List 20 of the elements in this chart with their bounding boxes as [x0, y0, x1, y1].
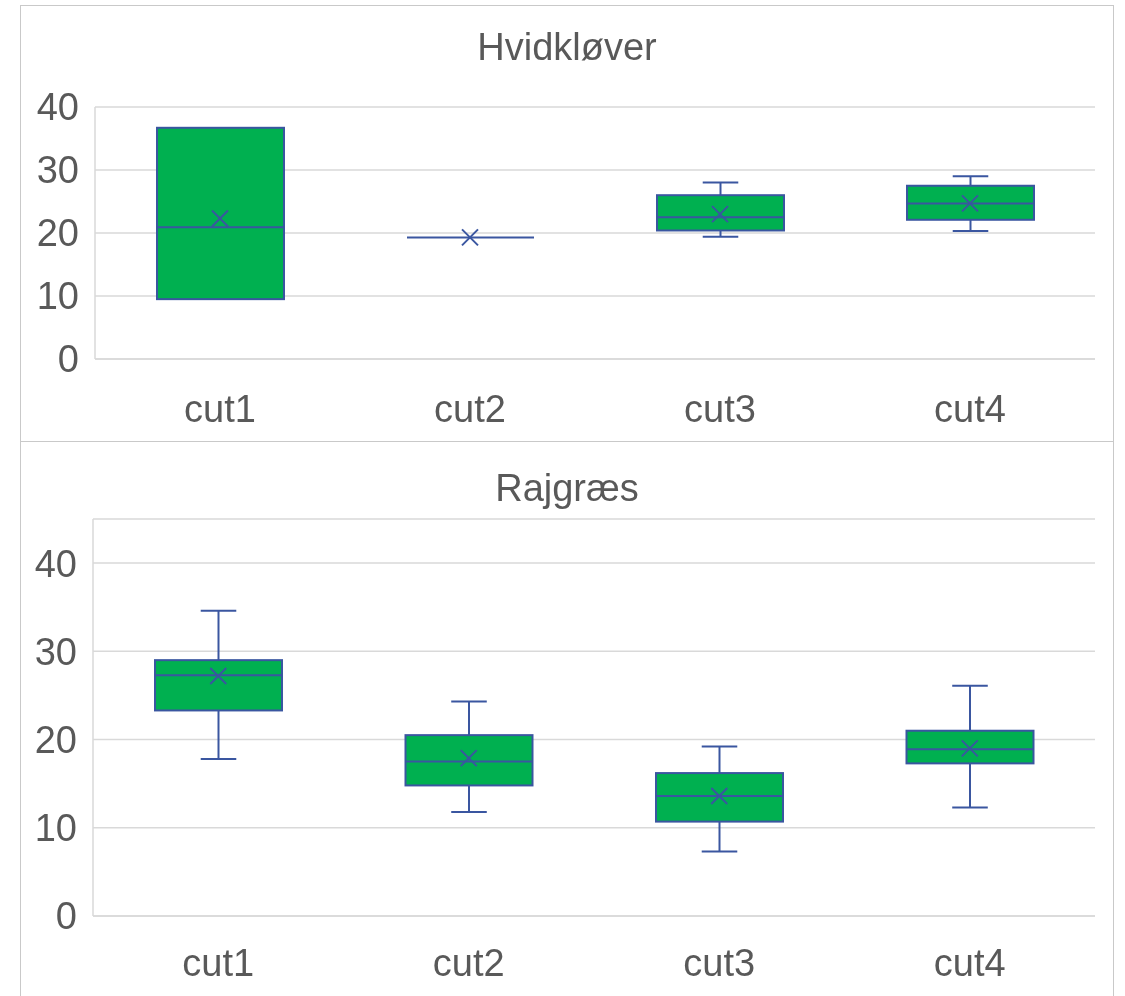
x-tick-label: cut1: [184, 387, 256, 430]
chart-title: Hvidkløver: [476, 26, 658, 68]
y-tick-label: 20: [36, 212, 79, 255]
y-tick-label: 40: [34, 542, 77, 585]
x-tick-label: cut4: [933, 941, 1006, 984]
x-tick-label: cut2: [432, 941, 505, 984]
x-tick-label: cut3: [683, 941, 756, 984]
y-tick-label: 20: [34, 719, 77, 762]
x-tick-label: cut4: [934, 387, 1006, 430]
y-tick-label: 10: [36, 275, 79, 318]
y-tick-label: 40: [36, 86, 79, 129]
y-tick-label: 0: [57, 338, 79, 381]
y-tick-label: 30: [36, 149, 79, 192]
x-tick-label: cut2: [434, 387, 506, 430]
y-tick-label: 30: [34, 630, 77, 673]
x-tick-label: cut3: [684, 387, 756, 430]
y-tick-label: 10: [34, 807, 77, 850]
chart-title: Rajgræs: [494, 467, 640, 509]
y-tick-label: 0: [55, 895, 77, 938]
x-tick-label: cut1: [182, 941, 255, 984]
